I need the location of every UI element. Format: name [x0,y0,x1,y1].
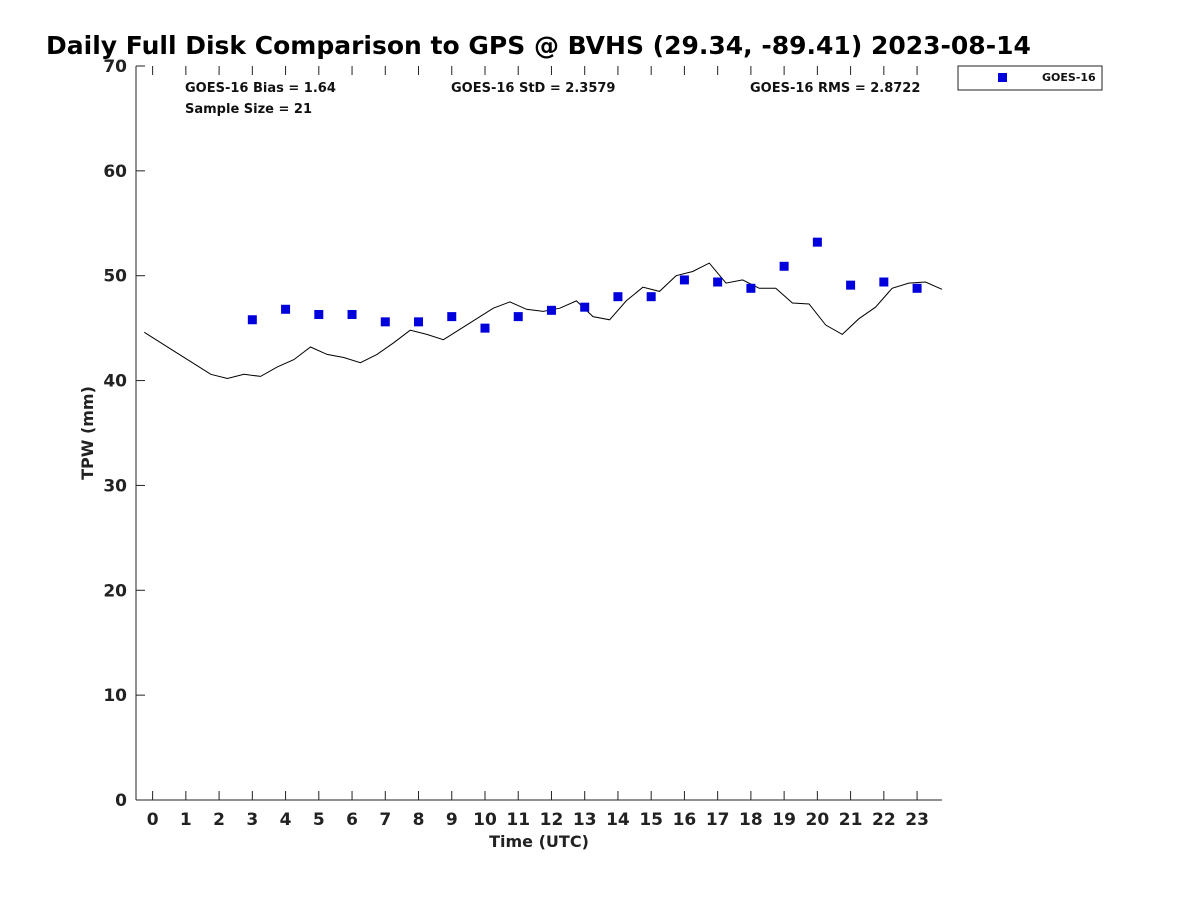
y-tick-label: 40 [103,372,127,392]
legend-entry: GOES-16 [1042,71,1096,84]
y-tick-label: 0 [115,791,127,811]
y-tick-label: 60 [103,162,127,182]
x-tick-label: 18 [739,810,763,830]
bias-annotation: GOES-16 Bias = 1.64 [185,81,336,96]
x-tick-label: 1 [180,810,192,830]
data-point [713,277,723,287]
data-point [480,323,490,333]
x-tick-label: 23 [905,810,929,830]
x-tick-label: 15 [639,810,663,830]
x-tick-label: 6 [346,810,358,830]
goes-16-series [247,237,922,333]
x-tick-label: 11 [506,810,530,830]
y-ticks: 0 10 20 30 40 50 60 70 [103,57,145,811]
series-line [144,262,943,380]
std-annotation: GOES-16 StD = 2.3579 [451,81,615,96]
data-point [513,312,523,322]
x-tick-label: 16 [673,810,697,830]
gps-series [144,262,943,380]
x-tick-label: 19 [772,810,796,830]
plot-area: 0 1 2 3 4 5 6 7 8 9 10 11 12 13 14 15 16 17 18 19 20 21 22 23 0… [103,57,943,830]
data-point [613,292,623,302]
data-point [281,304,291,314]
legend: GOES-16 [957,65,1103,91]
plot-background [136,66,942,800]
data-point [347,310,357,320]
x-tick-label: 20 [806,810,830,830]
data-point [414,317,424,327]
y-tick-label: 50 [103,267,127,287]
x-tick-label: 9 [446,810,458,830]
data-point [546,305,556,315]
x-tick-label: 13 [573,810,597,830]
x-tick-label: 8 [413,810,425,830]
y-axis-label: TPW (mm) [78,386,97,480]
legend-box [957,65,1103,91]
data-point [380,317,390,327]
x-tick-label: 22 [872,810,896,830]
x-tick-label: 21 [839,810,863,830]
data-point [746,283,756,293]
chart-title: Daily Full Disk Comparison to GPS @ BVHS… [46,31,1031,60]
x-tick-label: 4 [280,810,292,830]
x-ticks: 0 1 2 3 4 5 6 7 8 9 10 11 12 13 14 15 16 17 18 19 20 21 22 23 [147,66,929,830]
data-point [812,237,822,247]
data-point [846,280,856,290]
y-tick-label: 10 [103,686,127,706]
data-point [580,302,590,312]
x-tick-label: 5 [313,810,325,830]
data-point [247,315,257,325]
y-tick-label: 70 [103,57,127,77]
x-tick-label: 12 [540,810,564,830]
x-tick-label: 3 [246,810,258,830]
data-point [879,277,889,287]
sample-size-annotation: Sample Size = 21 [185,102,312,117]
stats-annotations: GOES-16 Bias = 1.64 Sample Size = 21 GOE… [185,81,920,117]
data-point [679,275,689,285]
y-tick-label: 20 [103,581,127,601]
data-point [646,292,656,302]
legend-marker [998,73,1007,82]
data-point [912,283,922,293]
x-tick-label: 0 [147,810,159,830]
data-point [314,310,324,320]
x-tick-label: 10 [473,810,497,830]
y-tick-label: 30 [103,476,127,496]
rms-annotation: GOES-16 RMS = 2.8722 [750,81,920,96]
data-point [779,261,789,271]
x-tick-label: 14 [606,810,630,830]
x-tick-label: 17 [706,810,730,830]
x-tick-label: 7 [379,810,391,830]
x-tick-label: 2 [213,810,225,830]
data-point [447,312,457,322]
x-axis-label: Time (UTC) [489,832,589,851]
